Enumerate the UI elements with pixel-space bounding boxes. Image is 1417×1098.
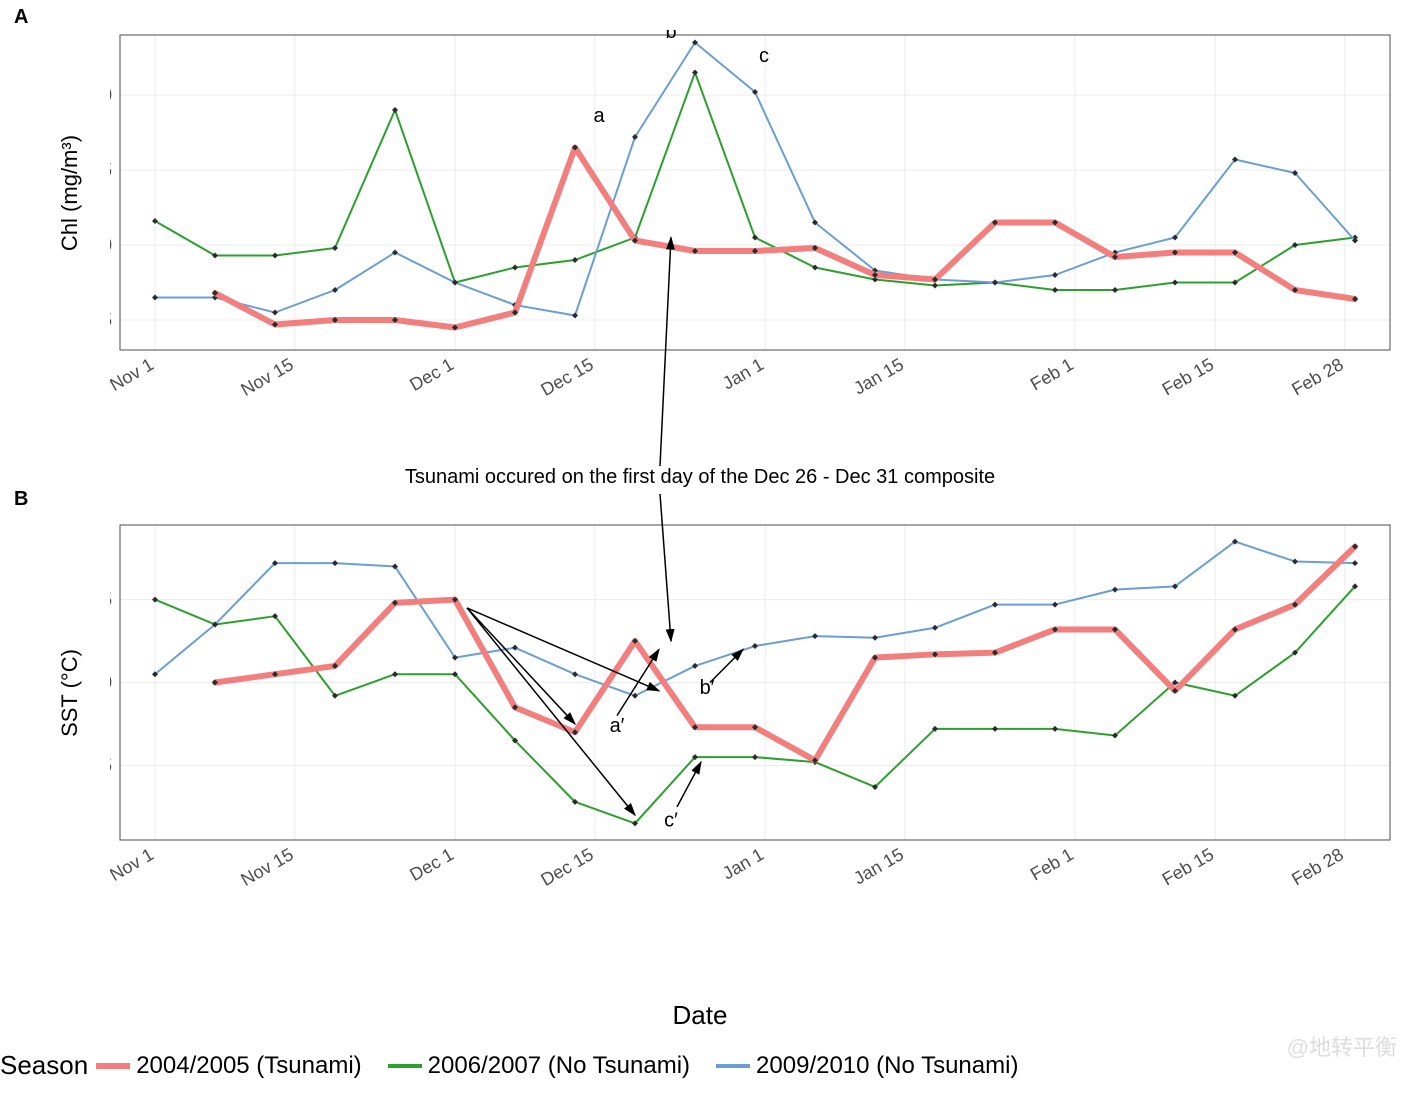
svg-text:Nov 1: Nov 1 bbox=[110, 354, 157, 395]
svg-text:Feb 15: Feb 15 bbox=[1159, 354, 1218, 399]
svg-text:c: c bbox=[759, 45, 769, 67]
chart-panel-a: 0.15 0.20 0.25 0.30 Nov 1 Nov 15 Dec 1 Dec 15 Ja… bbox=[110, 30, 1400, 450]
panel-b-label: B bbox=[14, 488, 28, 511]
svg-text:Jan 1: Jan 1 bbox=[719, 844, 767, 883]
legend-item-2004: 2004/2005 (Tsunami) bbox=[96, 1052, 361, 1080]
legend-label-2006: 2006/2007 (No Tsunami) bbox=[428, 1052, 690, 1080]
svg-text:Dec 1: Dec 1 bbox=[406, 844, 457, 885]
svg-text:Jan 15: Jan 15 bbox=[850, 844, 907, 888]
legend: Season 2004/2005 (Tsunami) 2006/2007 (No… bbox=[0, 1050, 1417, 1081]
x-axis-title: Date bbox=[600, 1000, 800, 1031]
legend-label-2009: 2009/2010 (No Tsunami) bbox=[756, 1052, 1018, 1080]
y-axis-title-a: Chl (mg/m³) bbox=[57, 103, 83, 283]
svg-text:0.20: 0.20 bbox=[110, 235, 112, 255]
svg-text:Feb 28: Feb 28 bbox=[1288, 354, 1347, 399]
svg-text:Feb 15: Feb 15 bbox=[1159, 844, 1218, 889]
svg-text:Dec 15: Dec 15 bbox=[537, 354, 596, 400]
svg-text:a′: a′ bbox=[610, 715, 625, 737]
legend-swatch-2006 bbox=[388, 1064, 422, 1068]
watermark: @地转平衡 bbox=[1287, 1030, 1397, 1062]
svg-text:Feb 28: Feb 28 bbox=[1288, 844, 1347, 889]
svg-text:Feb 1: Feb 1 bbox=[1027, 844, 1077, 884]
svg-text:Jan 15: Jan 15 bbox=[850, 354, 907, 398]
legend-label-2004: 2004/2005 (Tsunami) bbox=[136, 1052, 361, 1080]
svg-text:0.30: 0.30 bbox=[110, 85, 112, 105]
svg-text:Nov 15: Nov 15 bbox=[237, 354, 296, 400]
tsunami-annotation: Tsunami occured on the first day of the … bbox=[350, 466, 1050, 489]
legend-item-2009: 2009/2010 (No Tsunami) bbox=[716, 1052, 1018, 1080]
svg-text:Nov 15: Nov 15 bbox=[237, 844, 296, 890]
svg-text:0.25: 0.25 bbox=[110, 160, 112, 180]
y-axis-title-b: SST (°C) bbox=[57, 603, 83, 783]
svg-text:Dec 1: Dec 1 bbox=[406, 354, 457, 395]
svg-text:Feb 1: Feb 1 bbox=[1027, 354, 1077, 394]
svg-text:b: b bbox=[665, 30, 676, 43]
svg-text:Dec 15: Dec 15 bbox=[537, 844, 596, 890]
svg-text:c′: c′ bbox=[664, 810, 678, 832]
legend-title: Season bbox=[0, 1050, 88, 1081]
svg-text:0.15: 0.15 bbox=[110, 310, 112, 330]
svg-text:a: a bbox=[593, 105, 605, 127]
svg-text:28.5: 28.5 bbox=[110, 755, 112, 775]
svg-text:29.5: 29.5 bbox=[110, 590, 112, 610]
legend-swatch-2004 bbox=[96, 1063, 130, 1069]
svg-text:Jan 1: Jan 1 bbox=[719, 354, 767, 393]
panel-a-label: A bbox=[14, 6, 28, 29]
chart-panel-b: 28.5 29.0 29.5 Nov 1 Nov 15 Dec 1 Dec 15 Jan 1 J… bbox=[110, 520, 1400, 990]
svg-text:Nov 1: Nov 1 bbox=[110, 844, 157, 885]
legend-swatch-2009 bbox=[716, 1064, 750, 1068]
svg-text:29.0: 29.0 bbox=[110, 673, 112, 693]
legend-item-2006: 2006/2007 (No Tsunami) bbox=[388, 1052, 690, 1080]
